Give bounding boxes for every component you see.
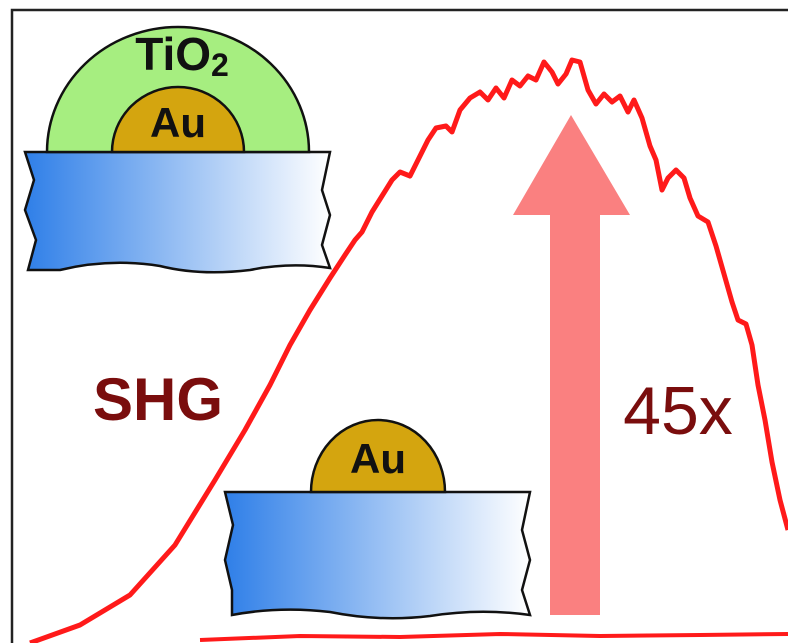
coating-subscript: 2	[211, 47, 229, 83]
enhancement-label: 45x	[623, 373, 733, 449]
core-label: Au	[150, 99, 206, 146]
coating-base: TiO	[135, 28, 211, 80]
page: TiO2 Au Au SHG 45x (() => { const data =…	[0, 0, 788, 643]
signal-label: SHG	[93, 366, 223, 433]
figure: TiO2 Au Au SHG 45x	[0, 0, 788, 643]
substrate	[25, 152, 330, 272]
core-label: Au	[350, 435, 406, 482]
substrate	[225, 492, 530, 618]
